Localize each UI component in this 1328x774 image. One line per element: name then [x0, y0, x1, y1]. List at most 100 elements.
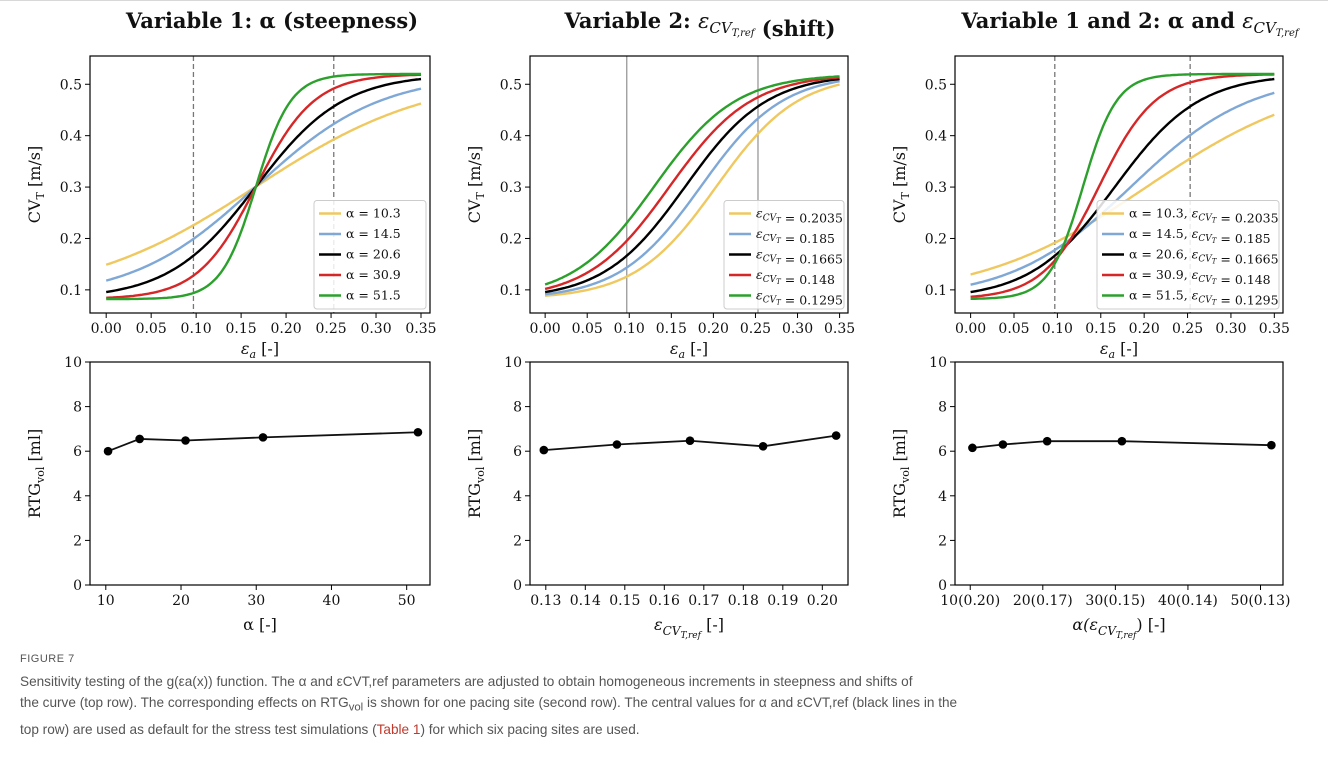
x-tick-label: 20(0.17): [1013, 593, 1073, 609]
legend-entry-4: α = 30.9: [346, 267, 401, 282]
plot-frame: [954, 361, 1284, 586]
x-tick-label: 0.15: [656, 321, 687, 337]
y-tick-label: 6: [513, 444, 522, 460]
y-tick-label: 0.2: [500, 231, 522, 247]
chart-6: 10(0.20) 20(0.17) 30(0.15) 40(0.14) 50(0.13)…: [890, 355, 1290, 641]
y-tick-label: 0.3: [925, 180, 947, 196]
series-line-4: [970, 73, 1275, 298]
y-tick-label: 10: [64, 355, 82, 371]
x-tick-label: 0.00: [530, 321, 561, 337]
y-axis-label: RTGvol [ml]: [465, 429, 487, 518]
x-tick-label: 0.30: [1215, 321, 1246, 337]
series-line-2: [105, 87, 422, 282]
caption-line-2: the curve (top row). The corresponding e…: [20, 692, 1310, 719]
y-tick-label: 10: [504, 355, 522, 371]
y-axis-label: CVT [m/s]: [25, 146, 47, 223]
caption-line-3b: ) for which six pacing sites are used.: [420, 721, 640, 737]
series-line-5: [970, 72, 1275, 300]
x-axis-label: α(εCVT,ref) [-]: [1072, 615, 1165, 641]
x-tick-label: 20: [172, 593, 190, 609]
table-1-link[interactable]: Table 1: [376, 721, 421, 737]
x-tick-label: 0.10: [614, 321, 645, 337]
chart-5: 0.13 0.14 0.15 0.16 0.17 0.18 0.19 0.20 0 2 4 6 8 10 R…: [465, 355, 849, 641]
legend-entry-3: α = 20.6, εCVT = 0.1665: [1129, 247, 1279, 267]
x-tick-label: 50: [398, 593, 416, 609]
x-axis-label: εa [-]: [241, 339, 279, 361]
y-tick-label: 2: [513, 533, 522, 549]
x-tick-label: 0.13: [530, 593, 561, 609]
data-point-4: [258, 433, 268, 442]
x-tick-label: 0.14: [570, 593, 601, 609]
x-tick-label: 30(0.15): [1085, 593, 1145, 609]
y-tick-label: 0: [513, 578, 522, 594]
chart-4: 10 20 30 40 50 0 2 4 6 8 10 RTGvol [ml] α [-]: [25, 355, 431, 634]
plot-frame: [89, 361, 431, 586]
y-tick-label: 0: [73, 578, 82, 594]
series-line-1: [544, 83, 840, 297]
y-tick-label: 6: [73, 444, 82, 460]
data-point-4: [758, 441, 768, 451]
data-point-3: [685, 436, 695, 446]
data-point-5: [831, 431, 841, 440]
legend-box: [723, 200, 845, 310]
series-line-5: [544, 75, 840, 286]
x-tick-label: 0.25: [315, 321, 346, 337]
data-point-1: [968, 443, 977, 453]
data-point-2: [998, 440, 1008, 449]
data-point-5: [413, 427, 423, 437]
x-tick-label: 0.16: [649, 593, 680, 609]
x-tick-label: 0.17: [688, 593, 719, 609]
x-tick-label: 30: [247, 593, 265, 609]
legend-entry-5: α = 51.5: [346, 288, 401, 303]
legend-box: [1096, 200, 1280, 310]
y-axis-label: CVT [m/s]: [465, 146, 487, 223]
legend-entry-2: α = 14.5: [346, 226, 401, 241]
y-tick-label: 0.3: [500, 180, 522, 196]
x-tick-label: 0.20: [807, 593, 838, 609]
y-tick-label: 0.5: [925, 77, 947, 93]
data-point-3: [181, 436, 190, 445]
legend-entry-5: α = 51.5, εCVT = 0.1295: [1129, 288, 1279, 308]
panel-title-1: Variable 1: α (steepness): [125, 8, 418, 33]
x-tick-label: 0.30: [782, 321, 813, 337]
x-tick-label: 0.18: [728, 593, 759, 609]
data-point-4: [1117, 436, 1127, 446]
x-tick-label: 0.30: [360, 321, 391, 337]
y-tick-label: 0.5: [500, 77, 522, 93]
top-rule: [0, 0, 1328, 1]
x-tick-label: 0.15: [1085, 321, 1116, 337]
x-tick-label: 50(0.13): [1231, 593, 1291, 609]
chart-1: 0.00 0.05 0.10 0.15 0.20 0.25 0.30 0.35 0.1 0.2 0.…: [25, 55, 437, 361]
series-line-3: [970, 77, 1275, 294]
plot-frame: [529, 361, 849, 586]
series-line-2: [544, 80, 840, 296]
y-tick-label: 0.4: [925, 129, 947, 145]
y-tick-label: 0.1: [500, 283, 522, 299]
legend-entry-1: α = 10.3: [346, 206, 401, 221]
y-tick-label: 8: [513, 400, 522, 416]
legend-entry-1: α = 10.3, εCVT = 0.2035: [1129, 206, 1279, 226]
legend-entry-2: εCVT = 0.185: [756, 226, 835, 246]
panel-title-3: Variable 1 and 2: α and εCVT,ref: [960, 8, 1300, 39]
x-tick-label: 0.20: [1129, 321, 1160, 337]
caption-sub: vol: [348, 701, 364, 714]
legend-entry-3: εCVT = 0.1665: [756, 247, 843, 267]
x-axis-label: εa [-]: [1100, 339, 1138, 361]
series-line-5: [106, 72, 421, 301]
y-tick-label: 0.1: [60, 283, 82, 299]
legend-entry-2: α = 14.5, εCVT = 0.185: [1129, 226, 1271, 246]
x-tick-label: 0.20: [698, 321, 729, 337]
caption-line-2b: is shown for one pacing site (second row…: [363, 695, 958, 710]
caption-line-3a: top row) are used as default for the str…: [20, 721, 377, 737]
y-tick-label: 0.2: [60, 231, 82, 247]
y-axis-label: CVT [m/s]: [890, 146, 912, 223]
y-tick-label: 2: [938, 533, 947, 549]
x-tick-label: 0.05: [136, 321, 167, 337]
x-tick-label: 0.10: [181, 321, 212, 337]
x-tick-label: 10(0.20): [940, 593, 1000, 609]
x-tick-label: 0.15: [609, 593, 640, 609]
caption-line-3: top row) are used as default for the str…: [20, 719, 1310, 740]
data-point-5: [1267, 440, 1276, 450]
x-tick-label: 0.35: [405, 321, 436, 337]
x-tick-label: 0.25: [740, 321, 771, 337]
